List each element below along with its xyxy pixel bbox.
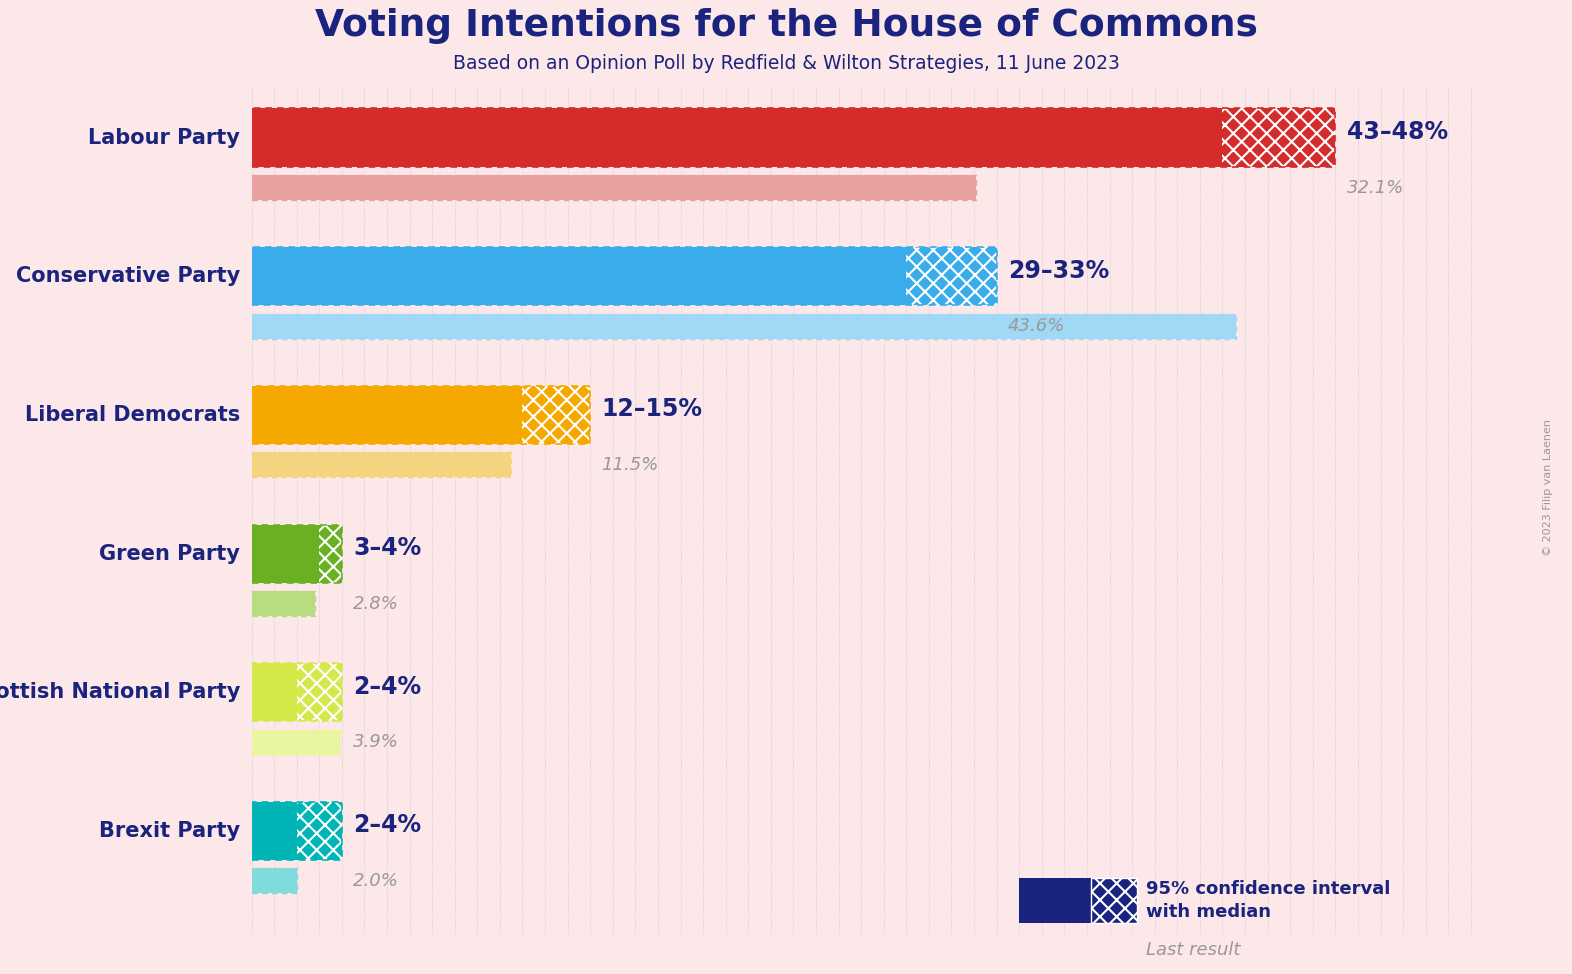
Bar bbox=[252, 869, 297, 893]
Text: 11.5%: 11.5% bbox=[602, 456, 659, 474]
Bar bbox=[252, 525, 319, 582]
Bar bbox=[252, 108, 1335, 167]
Text: 29–33%: 29–33% bbox=[1008, 259, 1110, 282]
Text: 2–4%: 2–4% bbox=[354, 675, 421, 698]
Bar bbox=[319, 525, 341, 582]
Bar bbox=[252, 802, 341, 860]
Bar bbox=[1019, 879, 1091, 922]
Bar bbox=[297, 802, 341, 860]
Bar bbox=[252, 175, 976, 200]
Text: Scottish National Party: Scottish National Party bbox=[0, 683, 241, 702]
Text: 32.1%: 32.1% bbox=[1347, 178, 1404, 197]
Text: 3–4%: 3–4% bbox=[354, 536, 421, 560]
Bar bbox=[252, 314, 1236, 339]
Bar bbox=[252, 386, 590, 444]
Bar bbox=[252, 802, 297, 860]
Bar bbox=[252, 869, 297, 893]
Bar bbox=[252, 247, 997, 306]
Text: 12–15%: 12–15% bbox=[602, 397, 703, 422]
Text: 43.6%: 43.6% bbox=[1008, 318, 1066, 335]
Text: Last result: Last result bbox=[1146, 941, 1240, 959]
Bar bbox=[907, 247, 997, 306]
Bar bbox=[1091, 879, 1137, 922]
Text: Labour Party: Labour Party bbox=[88, 128, 241, 148]
Text: Brexit Party: Brexit Party bbox=[99, 821, 241, 841]
Text: Conservative Party: Conservative Party bbox=[16, 266, 241, 286]
Bar bbox=[252, 386, 522, 444]
Bar bbox=[252, 108, 1223, 167]
Bar bbox=[1019, 939, 1137, 961]
Bar bbox=[252, 452, 511, 477]
Bar bbox=[252, 525, 341, 582]
Text: 2.8%: 2.8% bbox=[354, 594, 399, 613]
Bar bbox=[252, 247, 907, 306]
Text: Based on an Opinion Poll by Redfield & Wilton Strategies, 11 June 2023: Based on an Opinion Poll by Redfield & W… bbox=[453, 54, 1119, 73]
Bar bbox=[252, 452, 511, 477]
Text: Liberal Democrats: Liberal Democrats bbox=[25, 405, 241, 425]
Bar bbox=[252, 663, 341, 722]
Bar bbox=[252, 175, 976, 200]
Text: Green Party: Green Party bbox=[99, 543, 241, 564]
Text: Voting Intentions for the House of Commons: Voting Intentions for the House of Commo… bbox=[314, 8, 1258, 44]
Bar bbox=[252, 314, 1236, 339]
Bar bbox=[252, 730, 340, 755]
Text: 43–48%: 43–48% bbox=[1347, 120, 1448, 144]
Text: 95% confidence interval
with median: 95% confidence interval with median bbox=[1146, 880, 1390, 921]
Text: 3.9%: 3.9% bbox=[354, 733, 399, 751]
Text: 2.0%: 2.0% bbox=[354, 872, 399, 890]
Text: © 2023 Filip van Laenen: © 2023 Filip van Laenen bbox=[1544, 419, 1553, 555]
Bar bbox=[252, 730, 340, 755]
Text: 2–4%: 2–4% bbox=[354, 813, 421, 838]
Bar bbox=[252, 663, 297, 722]
Bar bbox=[297, 663, 341, 722]
Bar bbox=[522, 386, 590, 444]
Bar bbox=[252, 591, 314, 617]
Bar bbox=[1223, 108, 1335, 167]
Bar bbox=[252, 591, 314, 617]
